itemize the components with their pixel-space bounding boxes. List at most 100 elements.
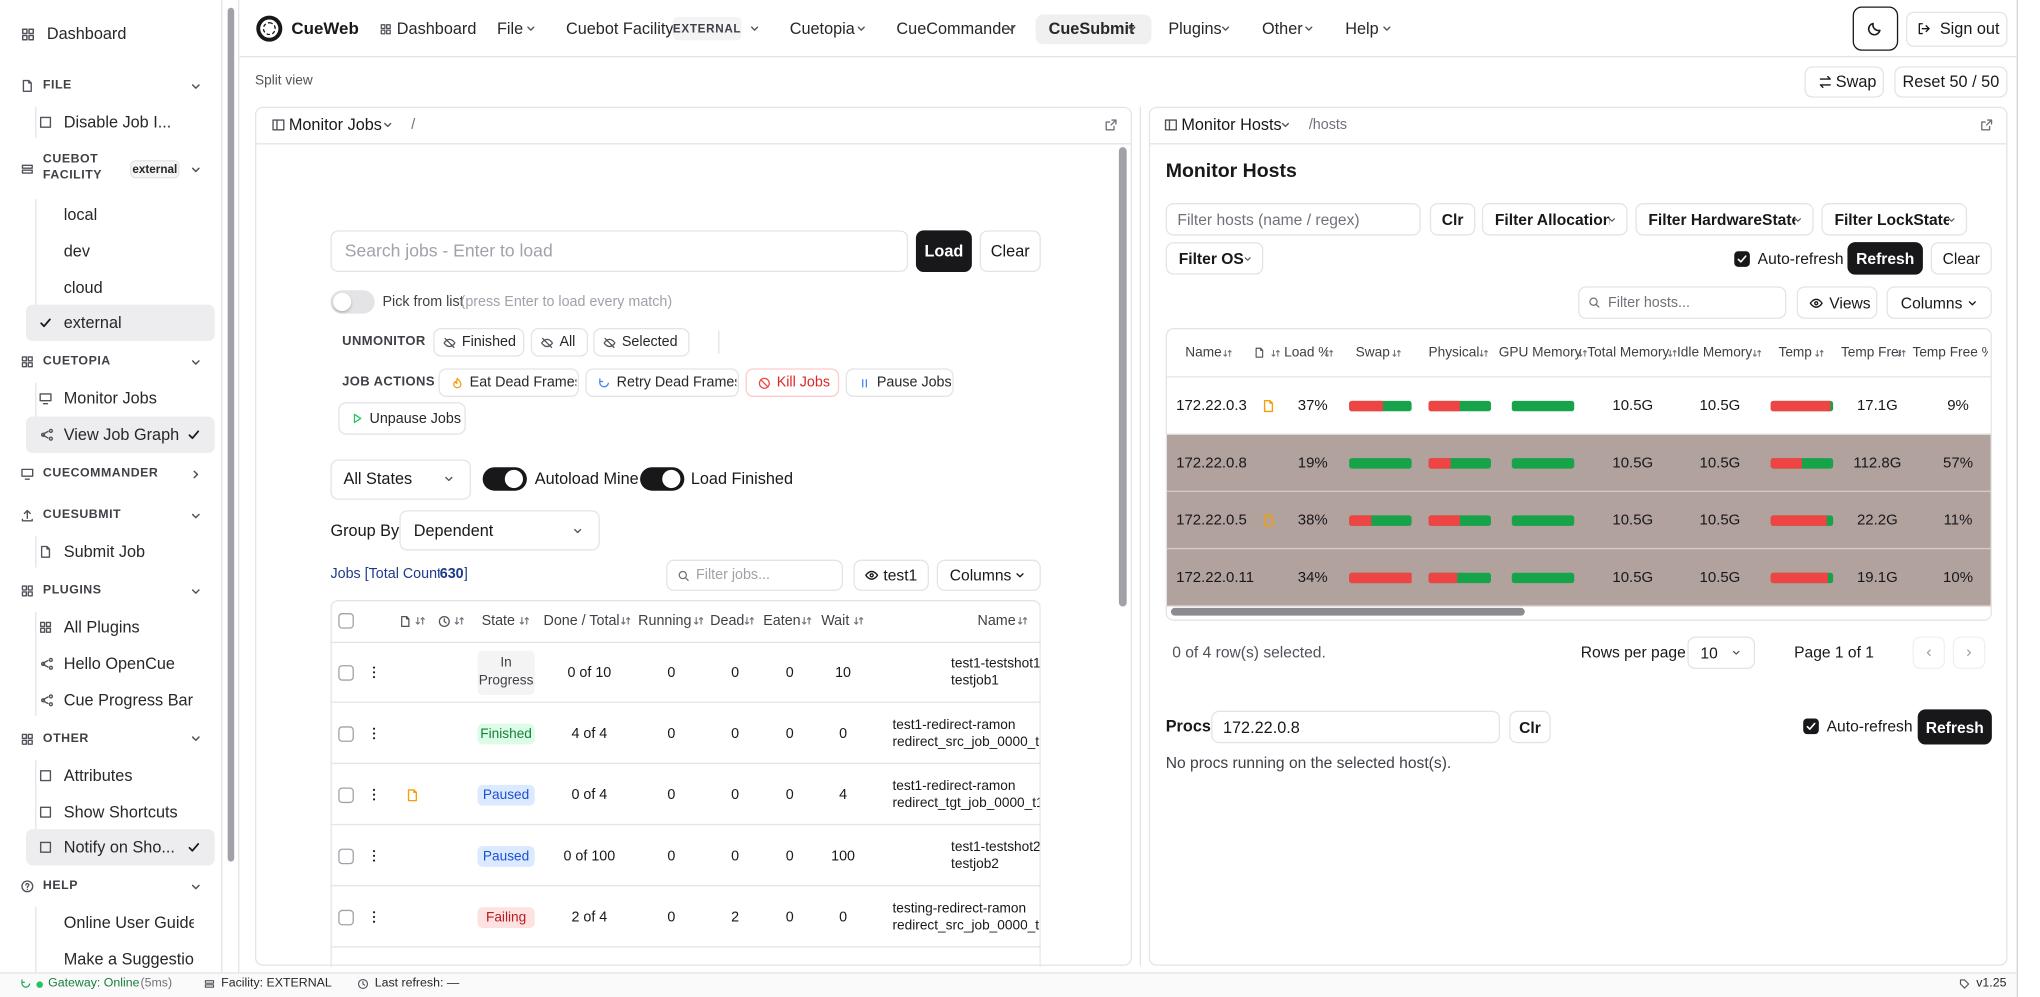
icon-path xyxy=(21,468,34,481)
host-row[interactable] xyxy=(1167,548,1991,606)
search-input[interactable] xyxy=(330,230,909,273)
unmonitor-button[interactable] xyxy=(593,327,690,357)
sidebar-item[interactable]: All Plugins xyxy=(63,618,140,637)
sidebar-item[interactable]: Notify on Sho... xyxy=(63,838,175,857)
host-row[interactable] xyxy=(1167,434,1991,492)
checkbox[interactable] xyxy=(338,847,354,864)
next-page[interactable] xyxy=(1952,636,1986,670)
selected-item-bg[interactable] xyxy=(26,416,215,454)
nav-item[interactable]: CueCommander xyxy=(896,19,1016,38)
checkbox[interactable] xyxy=(338,909,354,925)
table-row[interactable] xyxy=(330,642,1041,703)
checkbox[interactable] xyxy=(338,664,354,681)
panel-tab[interactable]: Monitor Jobs xyxy=(288,115,382,135)
host-search-input[interactable] xyxy=(1578,286,1787,319)
column-header[interactable]: Name xyxy=(977,613,1016,629)
sidebar-item[interactable]: Hello OpenCue xyxy=(63,654,175,673)
column-header[interactable]: Temp xyxy=(1778,344,1812,361)
load-button[interactable] xyxy=(915,230,972,273)
columns-button[interactable] xyxy=(936,559,1041,591)
refresh-button[interactable] xyxy=(1917,709,1992,745)
group-by-select[interactable] xyxy=(399,510,600,551)
sidebar-item[interactable]: Monitor Jobs xyxy=(63,389,157,408)
column-header[interactable]: Dead xyxy=(710,613,745,629)
column-header[interactable]: Idle Memory xyxy=(1677,344,1753,361)
job-action-button[interactable] xyxy=(438,368,579,397)
state-select-value: All States xyxy=(343,469,413,489)
nav-item[interactable]: Help xyxy=(1345,19,1379,38)
swap-button[interactable] xyxy=(1804,66,1884,98)
filter-button[interactable] xyxy=(1481,203,1628,236)
icon-path xyxy=(1016,573,1024,578)
nav-item[interactable]: Cuetopia xyxy=(789,19,855,38)
clear-button[interactable] xyxy=(1930,242,1992,275)
checkbox[interactable] xyxy=(1734,251,1750,267)
filter-input[interactable] xyxy=(666,559,844,591)
checkbox[interactable] xyxy=(338,786,354,803)
column-header[interactable]: GPU Memory xyxy=(1498,344,1582,361)
column-header[interactable]: Swap xyxy=(1355,344,1390,361)
column-header[interactable]: Temp Free % xyxy=(1912,344,1988,361)
sidebar-item[interactable]: Make a Suggestion xyxy=(63,950,194,969)
host-row[interactable] xyxy=(1167,491,1991,549)
clear-button[interactable] xyxy=(979,230,1041,273)
filter-button[interactable] xyxy=(1165,242,1264,275)
column-header[interactable]: Eaten xyxy=(763,613,801,629)
filter-button[interactable] xyxy=(1635,203,1814,236)
nav-item[interactable]: Cuebot Facility xyxy=(565,19,674,38)
icon-path xyxy=(1608,217,1615,222)
column-header[interactable]: Wait xyxy=(821,613,850,629)
selected-item-bg[interactable] xyxy=(26,305,215,342)
column-header[interactable]: Temp Free xyxy=(1840,344,1901,361)
sidebar-item[interactable]: dev xyxy=(63,241,90,261)
icon-path xyxy=(40,694,54,707)
sidebar-item[interactable]: Submit Job xyxy=(63,542,146,562)
table-row[interactable] xyxy=(330,703,1041,765)
sidebar-item[interactable]: View Job Graph xyxy=(63,425,180,445)
sidebar-item[interactable]: Disable Job I... xyxy=(63,113,172,132)
host-filter-input[interactable] xyxy=(1165,203,1421,236)
sidebar-item[interactable]: cloud xyxy=(63,278,103,297)
sidebar-item[interactable]: Attributes xyxy=(63,766,133,785)
column-header[interactable]: Physical xyxy=(1428,344,1480,361)
sidebar-item[interactable]: local xyxy=(63,205,98,224)
checkbox[interactable] xyxy=(338,613,354,629)
filter-button[interactable] xyxy=(1821,203,1968,236)
table-row[interactable] xyxy=(330,764,1041,826)
unmonitor-button[interactable] xyxy=(530,327,589,357)
procs-host-input[interactable] xyxy=(1211,710,1501,744)
prev-page[interactable] xyxy=(1912,636,1946,670)
nav-item[interactable]: File xyxy=(496,19,524,38)
nav-item[interactable]: Plugins xyxy=(1168,19,1222,38)
selected-item-bg[interactable] xyxy=(26,829,215,867)
job-action-button[interactable] xyxy=(845,368,954,397)
host-row[interactable] xyxy=(1167,376,1991,435)
nav-item[interactable]: Dashboard xyxy=(396,19,477,38)
clr-button[interactable] xyxy=(1429,203,1476,236)
sidebar-item[interactable]: Show Shortcuts xyxy=(63,802,178,821)
sidebar-item[interactable]: external xyxy=(63,314,122,333)
column-header[interactable]: Done / Total xyxy=(543,613,620,629)
clr-button[interactable] xyxy=(1509,710,1551,744)
checkbox[interactable] xyxy=(1803,718,1819,735)
column-header[interactable]: Running xyxy=(638,613,692,629)
table-row[interactable] xyxy=(330,825,1041,887)
checkbox[interactable] xyxy=(338,725,354,742)
sidebar-link[interactable]: Dashboard xyxy=(46,24,127,43)
column-header[interactable]: State xyxy=(481,613,516,629)
sidebar-item[interactable]: Online User Guide xyxy=(63,914,194,933)
job-action-button[interactable] xyxy=(585,368,739,397)
column-header[interactable]: Total Memory xyxy=(1587,344,1670,361)
refresh-button[interactable] xyxy=(1847,242,1923,275)
sidebar-item[interactable]: Cue Progress Bar xyxy=(63,690,194,710)
rows-per-page-select[interactable] xyxy=(1687,636,1756,670)
theme-toggle[interactable] xyxy=(1852,6,1899,51)
column-header[interactable]: Load % xyxy=(1284,344,1329,361)
nav-item[interactable]: CueSubmit xyxy=(1048,19,1135,38)
nav-item[interactable]: Other xyxy=(1261,19,1303,38)
table-row[interactable] xyxy=(330,886,1041,948)
reset-button[interactable] xyxy=(1894,66,2008,98)
panel-tab[interactable]: Monitor Hosts xyxy=(1181,115,1282,135)
column-header[interactable]: Name xyxy=(1185,344,1222,361)
job-action-button[interactable] xyxy=(745,368,840,397)
